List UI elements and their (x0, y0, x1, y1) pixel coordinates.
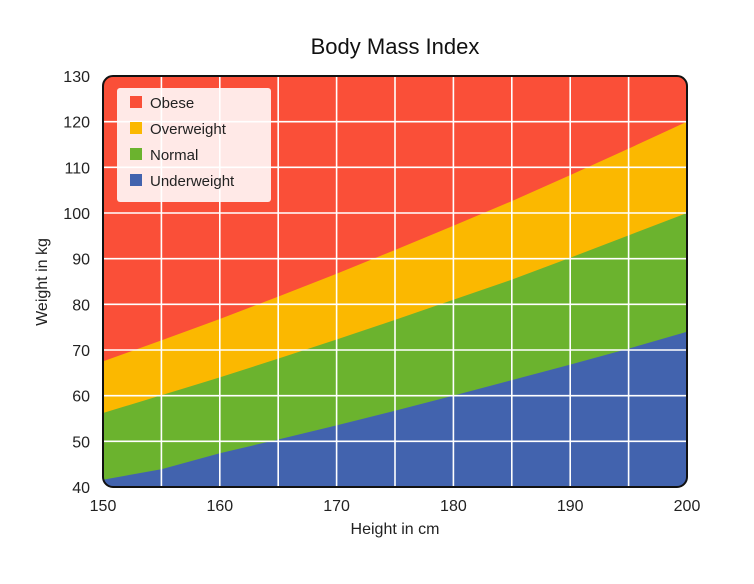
x-tick-label: 160 (206, 498, 233, 515)
y-tick-label: 100 (63, 206, 90, 223)
x-tick-label: 180 (440, 498, 467, 515)
y-tick-label: 110 (64, 160, 90, 177)
legend-swatch-overweight (130, 122, 142, 134)
y-tick-label: 40 (72, 480, 90, 497)
chart-title: Body Mass Index (311, 34, 480, 59)
y-tick-label: 120 (63, 115, 90, 132)
legend: Obese Overweight Normal Underweight (117, 88, 271, 202)
x-tick-label: 150 (90, 498, 117, 515)
legend-box (117, 88, 271, 202)
y-tick-label: 60 (72, 389, 90, 406)
x-tick-label: 190 (557, 498, 584, 515)
y-tick-label: 130 (63, 69, 90, 86)
y-tick-label: 50 (72, 434, 90, 451)
y-tick-label: 70 (72, 343, 90, 360)
plot-frame (102, 75, 688, 488)
legend-label-overweight: Overweight (150, 121, 227, 138)
y-axis-label: Weight in kg (34, 238, 51, 326)
legend-label-underweight: Underweight (150, 173, 235, 190)
legend-label-obese: Obese (150, 95, 194, 112)
x-tick-label: 200 (674, 498, 701, 515)
legend-swatch-normal (130, 148, 142, 160)
x-tick-label: 170 (323, 498, 350, 515)
y-tick-label: 80 (72, 297, 90, 314)
legend-swatch-underweight (130, 174, 142, 186)
legend-label-normal: Normal (150, 147, 198, 164)
legend-swatch-obese (130, 96, 142, 108)
x-axis-label: Height in cm (351, 521, 440, 538)
y-tick-label: 90 (72, 252, 90, 269)
